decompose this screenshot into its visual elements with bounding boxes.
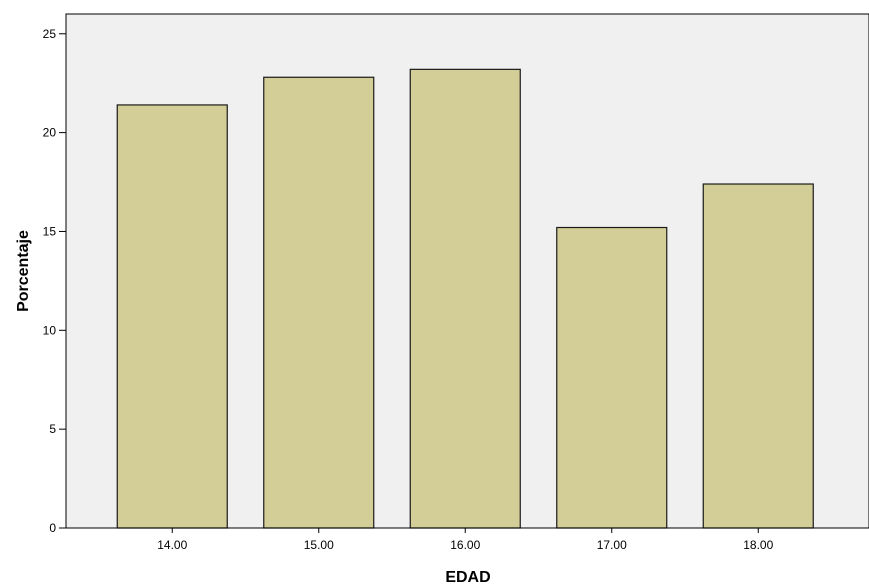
y-tick-label: 15	[43, 224, 57, 238]
x-axis-title: EDAD	[445, 569, 490, 586]
bar	[409, 68, 521, 529]
x-tick-label: 18.00	[743, 538, 773, 552]
bar	[702, 183, 814, 529]
y-axis: 0 5 10 15 20 25	[43, 14, 67, 535]
x-tick-label: 17.00	[597, 538, 627, 552]
bar	[556, 226, 668, 529]
bar-group	[116, 68, 814, 529]
y-tick-label: 5	[49, 422, 56, 436]
x-tick-label: 14.00	[157, 538, 187, 552]
x-tick-label: 16.00	[450, 538, 480, 552]
x-tick-label: 15.00	[304, 538, 334, 552]
x-axis: 14.00 15.00 16.00 17.00 18.00	[66, 527, 869, 552]
y-tick-label: 25	[43, 27, 57, 41]
bar	[116, 104, 228, 529]
y-tick-label: 10	[43, 323, 57, 337]
y-tick-label: 0	[49, 521, 56, 535]
y-tick-label: 20	[43, 126, 57, 140]
bar	[263, 76, 375, 529]
y-axis-title: Porcentaje	[15, 230, 32, 312]
